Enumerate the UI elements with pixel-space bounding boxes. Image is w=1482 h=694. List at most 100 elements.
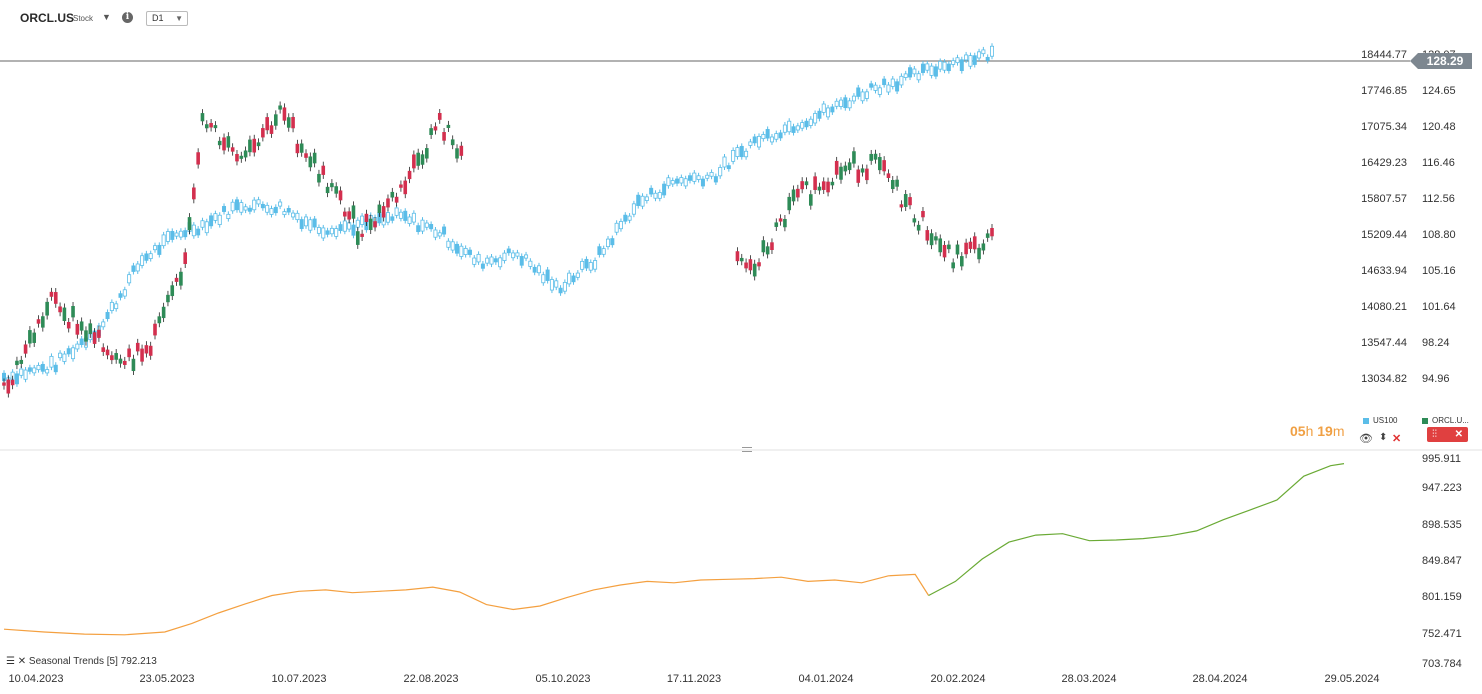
us100-candle bbox=[908, 67, 913, 78]
us100-candle bbox=[403, 210, 408, 221]
us100-candle bbox=[291, 212, 296, 218]
symbol-type: Stock bbox=[73, 14, 94, 23]
us100-candle bbox=[200, 220, 205, 228]
seasonal-tick-label: 703.784 bbox=[1422, 658, 1462, 670]
symbol-name[interactable]: ORCL.US bbox=[20, 11, 74, 25]
seasonal-tick-label: 995.911 bbox=[1422, 453, 1461, 465]
orcl-candle bbox=[295, 143, 300, 154]
us100-candle bbox=[584, 258, 589, 269]
symbol-dropdown-icon[interactable]: ▼ bbox=[102, 12, 111, 22]
us100-candle bbox=[744, 150, 749, 158]
us100-candle bbox=[226, 213, 231, 219]
us100-candle bbox=[390, 216, 395, 221]
orcl-candle bbox=[916, 224, 921, 231]
us100-candle bbox=[498, 257, 503, 268]
us100-candle bbox=[411, 212, 416, 223]
orcl-candle bbox=[420, 154, 425, 165]
seasonal-tick-label: 801.159 bbox=[1422, 591, 1462, 603]
orcl-candle bbox=[79, 321, 84, 331]
orcl-candle bbox=[972, 236, 977, 250]
orcl-candle bbox=[804, 181, 809, 186]
orcl-candle bbox=[429, 128, 433, 135]
orcl-candle bbox=[291, 116, 295, 129]
orcl-candle bbox=[144, 345, 149, 354]
us100-candle bbox=[407, 216, 412, 224]
orcl-candle bbox=[252, 138, 257, 153]
orcl-candle bbox=[765, 246, 770, 255]
remove-indicator-icon[interactable]: ✕ bbox=[17, 656, 27, 667]
us100-candle bbox=[985, 56, 990, 61]
us100-candle bbox=[204, 221, 209, 234]
us100-series bbox=[2, 43, 995, 387]
orcl-candle bbox=[839, 166, 843, 180]
orcl-candle bbox=[15, 360, 19, 366]
us100-candle bbox=[472, 257, 477, 265]
us100-candle bbox=[101, 321, 106, 328]
orcl-tick-label: 112.56 bbox=[1422, 193, 1455, 205]
orcl-candle bbox=[433, 126, 438, 131]
us100-candle bbox=[247, 207, 252, 212]
orcl-candle bbox=[101, 347, 106, 352]
seasonal-indicator-label: ☰ ✕ Seasonal Trends [5] 792.213 bbox=[6, 656, 157, 667]
us100-candle bbox=[895, 81, 900, 92]
legend-us100[interactable]: US100 bbox=[1363, 416, 1397, 425]
orcl-candle bbox=[981, 243, 986, 251]
us100-candle bbox=[265, 204, 270, 213]
list-icon[interactable]: ☰ bbox=[6, 656, 15, 667]
legend-orcl[interactable]: ORCL.U... bbox=[1422, 416, 1469, 425]
us100-candle bbox=[977, 51, 982, 59]
us100-candle bbox=[791, 126, 796, 133]
us100-candle bbox=[752, 136, 757, 144]
us100-candle bbox=[938, 61, 943, 70]
seasonal-past-line bbox=[3, 573, 930, 636]
us100-tick-label: 14633.94 bbox=[1361, 265, 1407, 277]
orcl-candle bbox=[131, 358, 136, 372]
orcl-candle bbox=[204, 124, 209, 129]
us100-candle bbox=[657, 192, 662, 199]
us100-candle bbox=[222, 206, 227, 212]
sort-icon[interactable]: ⬍ bbox=[1379, 432, 1388, 443]
orcl-candle bbox=[955, 244, 960, 255]
us100-candle bbox=[140, 255, 145, 266]
orcl-candle bbox=[791, 189, 796, 202]
orcl-candle bbox=[278, 105, 282, 110]
pane-resize-handle[interactable] bbox=[742, 447, 752, 452]
us100-candle bbox=[597, 246, 602, 255]
us100-candle bbox=[929, 65, 934, 76]
us100-candle bbox=[342, 220, 347, 232]
us100-candle bbox=[640, 195, 645, 207]
us100-candle bbox=[826, 107, 831, 118]
instrument-close-button[interactable]: ⫶⫶ ✕ bbox=[1427, 427, 1468, 442]
countdown-hours-unit: h bbox=[1305, 423, 1314, 439]
close-icon[interactable]: ✕ bbox=[1392, 433, 1402, 445]
orcl-candle bbox=[304, 153, 308, 158]
us100-candle bbox=[838, 99, 843, 107]
orcl-candle bbox=[437, 112, 442, 120]
orcl-candle bbox=[330, 183, 334, 188]
orcl-candle bbox=[19, 359, 24, 364]
orcl-candle bbox=[903, 194, 908, 207]
us100-candle bbox=[795, 125, 800, 131]
us100-candle bbox=[66, 348, 71, 355]
orcl-candle bbox=[813, 176, 817, 190]
time-tick-label: 29.05.2024 bbox=[1324, 673, 1379, 685]
time-axis: 10.04.2023 23.05.2023 10.07.2023 22.08.2023… bbox=[8, 673, 1379, 685]
orcl-candle bbox=[123, 360, 127, 365]
us100-candle bbox=[463, 248, 468, 255]
eye-icon[interactable]: 👁 bbox=[1359, 433, 1373, 445]
orcl-candle bbox=[752, 263, 757, 277]
orcl-candle bbox=[390, 191, 395, 198]
us100-candle bbox=[899, 75, 904, 86]
us100-candle bbox=[71, 347, 76, 360]
orcl-candle bbox=[157, 316, 162, 324]
info-icon[interactable]: i bbox=[122, 12, 133, 23]
us100-candle bbox=[933, 66, 938, 77]
us100-candle bbox=[666, 177, 671, 187]
orcl-candle bbox=[351, 205, 356, 219]
orcl-candle bbox=[873, 153, 878, 160]
timeframe-select[interactable]: D1 ▼ bbox=[146, 11, 188, 26]
us100-candle bbox=[174, 232, 179, 237]
orcl-candle bbox=[243, 150, 248, 158]
orcl-candle bbox=[110, 355, 114, 361]
